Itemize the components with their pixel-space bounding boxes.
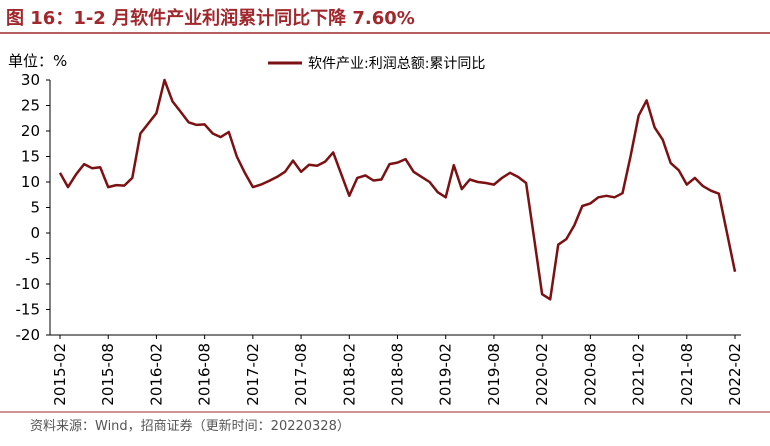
x-tick-label: 2015-08 bbox=[99, 343, 117, 406]
y-tick-label: -10 bbox=[16, 275, 41, 293]
x-tick-label: 2021-08 bbox=[678, 343, 696, 406]
y-tick-label: 5 bbox=[30, 199, 40, 217]
x-tick-label: 2021-02 bbox=[630, 343, 648, 406]
x-tick-label: 2015-02 bbox=[51, 343, 69, 406]
y-tick-label: 10 bbox=[21, 173, 40, 191]
x-tick-label: 2017-02 bbox=[244, 343, 262, 406]
y-tick-label: 25 bbox=[21, 97, 40, 115]
series-line bbox=[58, 78, 737, 301]
x-tick-label: 2018-08 bbox=[389, 343, 407, 406]
x-tick-label: 2020-02 bbox=[533, 343, 551, 406]
x-tick-label: 2018-02 bbox=[340, 343, 358, 406]
x-tick-label: 2016-02 bbox=[147, 343, 165, 406]
y-tick-label: -15 bbox=[16, 301, 41, 319]
y-tick-label: 30 bbox=[21, 71, 40, 89]
x-tick-label: 2016-08 bbox=[196, 343, 214, 406]
source: 资料来源：Wind，招商证券（更新时间：20220328） bbox=[30, 418, 350, 434]
y-tick-label: 15 bbox=[21, 148, 40, 166]
x-tick-label: 2020-08 bbox=[581, 343, 599, 406]
x-tick-label: 2019-08 bbox=[485, 343, 503, 406]
legend-label: 软件产业:利润总额:累计同比 bbox=[308, 56, 485, 72]
x-tick-label: 2022-02 bbox=[726, 343, 744, 406]
y-tick-label: -20 bbox=[16, 326, 41, 344]
chart-title: 图 16：1-2 月软件产业利润累计同比下降 7.60% bbox=[6, 7, 415, 29]
y-tick-label: 0 bbox=[30, 224, 40, 242]
x-tick-label: 2019-02 bbox=[437, 343, 455, 406]
x-tick-label: 2017-08 bbox=[292, 343, 310, 406]
y-unit: 单位：% bbox=[8, 52, 67, 70]
y-tick-label: 20 bbox=[21, 122, 40, 140]
y-tick-label: -5 bbox=[25, 250, 40, 268]
